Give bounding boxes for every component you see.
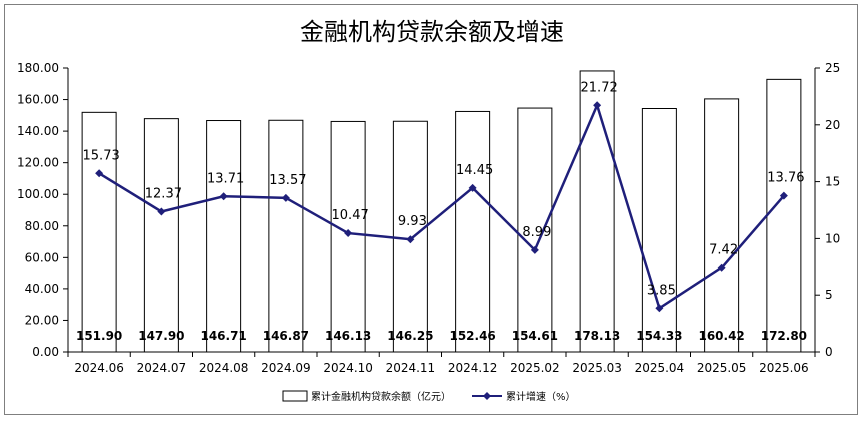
- bar-value-label: 160.42: [698, 329, 744, 343]
- line-series: [95, 101, 788, 313]
- growth-value-label: 12.37: [145, 186, 182, 201]
- x-tick-label: 2024.12: [448, 361, 498, 375]
- bar: [455, 110, 491, 353]
- bar-value-label: 152.46: [449, 329, 495, 343]
- legend-label-bar: 累计金融机构贷款余额（亿元）: [311, 390, 451, 403]
- bar-value-label: 146.87: [263, 329, 309, 343]
- x-tick-label: 2024.11: [386, 361, 436, 375]
- growth-point: [468, 183, 477, 192]
- growth-point: [281, 193, 290, 202]
- growth-value-label: 8.99: [522, 225, 551, 240]
- x-tick-label: 2025.03: [572, 361, 622, 375]
- x-tick-label: 2024.10: [323, 361, 373, 375]
- y-left-tick-label: 160.00: [17, 93, 59, 107]
- y-left-tick-label: 120.00: [17, 156, 59, 170]
- axes: 0.00 20.00 40.00 60.00 80.00 100.00 120.00 140.…: [17, 61, 840, 375]
- y-right-tick-label: 15: [825, 175, 840, 189]
- growth-value-label: 15.73: [83, 148, 120, 163]
- growth-value-label: 3.85: [647, 283, 676, 298]
- growth-value-label: 10.47: [332, 208, 369, 223]
- growth-point: [344, 229, 353, 238]
- legend-swatch-marker: [483, 392, 491, 400]
- bar: [206, 120, 242, 353]
- y-right-tick-label: 20: [825, 118, 840, 132]
- y-left-tick-label: 180.00: [17, 61, 59, 75]
- bar-value-label: 172.80: [761, 329, 807, 343]
- x-tick-label: 2025.06: [759, 361, 809, 375]
- bar: [268, 119, 304, 353]
- x-tick-label: 2024.07: [137, 361, 187, 375]
- bar-value-label: 178.13: [574, 329, 620, 343]
- legend-swatch-bar: [282, 390, 308, 402]
- y-left-tick-label: 100.00: [17, 187, 59, 201]
- x-tick-label: 2025.02: [510, 361, 560, 375]
- growth-value-label: 7.42: [709, 243, 738, 258]
- y-left-tick-label: 0.00: [32, 345, 59, 359]
- growth-point: [219, 192, 228, 201]
- y-left-tick-label: 20.00: [25, 313, 59, 327]
- growth-point: [530, 245, 539, 254]
- y-right-tick-label: 25: [825, 61, 840, 75]
- bar-series: [81, 70, 802, 353]
- x-tick-label: 2025.05: [697, 361, 747, 375]
- growth-value-label: 21.72: [581, 80, 618, 95]
- bar-value-label: 154.61: [512, 329, 558, 343]
- growth-point: [593, 101, 602, 110]
- growth-point: [655, 304, 664, 313]
- bar-labels: 151.90 147.90 146.71 146.87 146.13 146.25 152.…: [76, 329, 807, 343]
- legend-label-line: 累计增速（%）: [506, 390, 576, 403]
- y-left-tick-label: 80.00: [25, 219, 59, 233]
- x-tick-label: 2024.08: [199, 361, 249, 375]
- x-tick-label: 2024.09: [261, 361, 311, 375]
- line-labels: 15.73 12.37 13.71 13.57 10.47 9.93 14.45 8.99 21…: [83, 80, 805, 298]
- y-right-tick-label: 10: [825, 231, 840, 245]
- x-tick-label: 2025.04: [635, 361, 685, 375]
- bar-value-label: 147.90: [138, 329, 184, 343]
- legend: 累计金融机构贷款余额（亿元） 累计增速（%）: [282, 390, 576, 403]
- growth-point: [157, 207, 166, 216]
- bar-value-label: 146.13: [325, 329, 371, 343]
- y-left-tick-label: 140.00: [17, 124, 59, 138]
- bar-value-label: 146.25: [387, 329, 433, 343]
- bar-value-label: 151.90: [76, 329, 122, 343]
- bar: [579, 70, 615, 353]
- bar: [704, 98, 740, 353]
- bar-value-label: 146.71: [200, 329, 246, 343]
- growth-point: [717, 263, 726, 272]
- growth-value-label: 9.93: [398, 214, 427, 229]
- growth-point: [406, 235, 415, 244]
- growth-value-label: 14.45: [456, 163, 493, 178]
- growth-point: [779, 191, 788, 200]
- bar: [143, 118, 179, 353]
- y-left-tick-label: 40.00: [25, 282, 59, 296]
- x-tick-label: 2024.06: [74, 361, 124, 375]
- growth-value-label: 13.57: [269, 173, 306, 188]
- growth-value-label: 13.76: [767, 171, 804, 186]
- bar: [641, 108, 677, 353]
- bar: [81, 111, 117, 353]
- y-left-tick-label: 60.00: [25, 250, 59, 264]
- y-right-tick-label: 5: [825, 288, 833, 302]
- y-right-tick-label: 0: [825, 345, 833, 359]
- growth-point: [95, 169, 104, 178]
- growth-value-label: 13.71: [207, 171, 244, 186]
- bar-value-label: 154.33: [636, 329, 682, 343]
- growth-line: [98, 101, 785, 311]
- chart-title: 金融机构贷款余额及增速: [300, 18, 564, 46]
- bar: [766, 78, 802, 353]
- bar: [517, 107, 553, 353]
